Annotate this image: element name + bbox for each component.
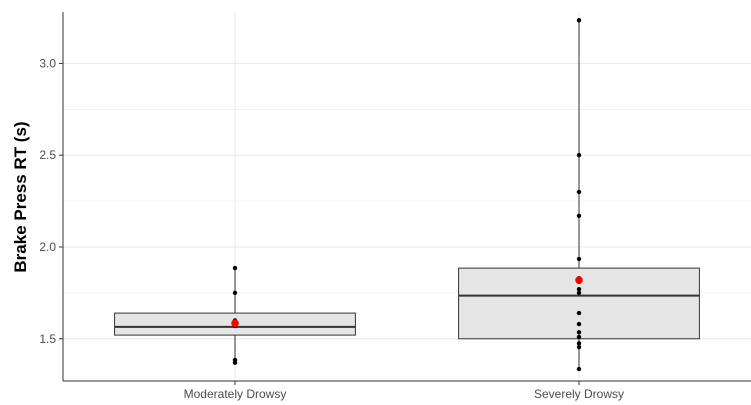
data-point (576, 18, 582, 23)
data-point (232, 265, 238, 271)
data-point (576, 366, 582, 372)
box-series (114, 18, 700, 372)
grid-lines (63, 12, 751, 381)
box-group (114, 265, 356, 365)
mean-point (231, 319, 239, 327)
data-point (576, 310, 582, 316)
data-point (576, 189, 582, 195)
y-axis-title: Brake Press RT (s) (11, 121, 30, 272)
data-point (576, 344, 582, 350)
data-point (576, 287, 582, 292)
data-point (576, 341, 582, 346)
y-tick-label: 2.0 (39, 240, 56, 254)
axes (62, 12, 751, 382)
x-tick-label: Moderately Drowsy (184, 387, 287, 401)
y-tick-label: 1.5 (39, 332, 56, 346)
data-point (576, 152, 582, 158)
x-tick-label: Severely Drowsy (534, 387, 624, 401)
y-tick-label: 2.5 (39, 148, 56, 162)
data-point (232, 290, 238, 296)
data-point (232, 360, 238, 365)
data-point (576, 321, 582, 327)
data-point (576, 330, 582, 335)
data-point (576, 256, 582, 262)
data-point (576, 213, 582, 218)
tick-marks: 1.5 2.0 2.5 3.0 Moderately Drowsy Severely Dr… (39, 56, 624, 401)
mean-point (575, 276, 583, 284)
data-point (576, 334, 582, 340)
data-point (576, 290, 582, 296)
box-group (458, 18, 700, 372)
y-tick-label: 3.0 (39, 56, 56, 70)
